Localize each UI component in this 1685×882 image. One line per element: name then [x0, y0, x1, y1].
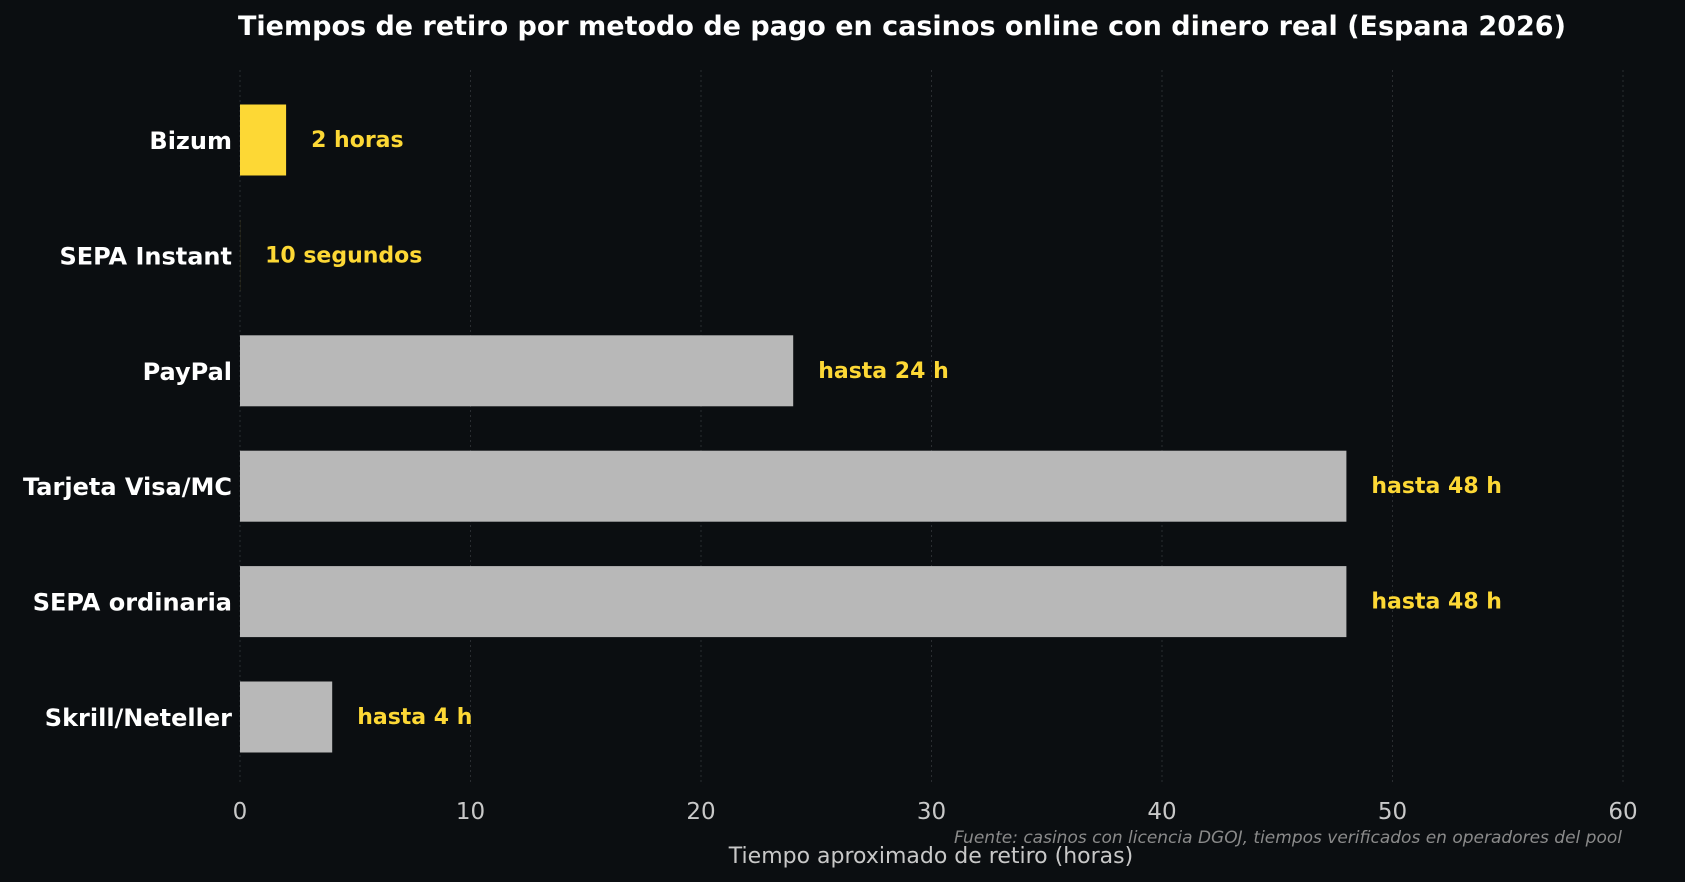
x-tick-label-40: 40 [1147, 799, 1176, 825]
grid-lines [239, 70, 1624, 782]
bar-4 [240, 566, 1347, 638]
bar-0 [240, 104, 287, 176]
bar-5 [240, 681, 333, 753]
category-label-0: Bizum [149, 127, 232, 155]
bar-value-label-4: hasta 48 h [1371, 590, 1502, 615]
x-tick-label-10: 10 [456, 799, 485, 825]
x-tick-labels: 0 10 20 30 40 50 60 [233, 799, 1638, 825]
x-tick-label-20: 20 [686, 799, 715, 825]
bar-2 [240, 335, 794, 407]
x-tick-label-50: 50 [1378, 799, 1407, 825]
x-axis-label: Tiempo aproximado de retiro (horas) [728, 844, 1133, 869]
category-label-1: SEPA Instant [59, 242, 232, 270]
bar-value-labels: 2 horas 10 segundos hasta 24 h hasta 48 h ha… [265, 128, 1502, 730]
category-label-4: SEPA ordinaria [33, 589, 232, 617]
x-tick-label-60: 60 [1608, 799, 1637, 825]
bar-value-label-2: hasta 24 h [818, 359, 949, 384]
bar-value-label-1: 10 segundos [265, 243, 422, 268]
bar-value-label-0: 2 horas [311, 128, 404, 153]
x-tick-label-0: 0 [233, 799, 248, 825]
bar-3 [240, 450, 1347, 522]
category-labels: Bizum SEPA Instant PayPal Tarjeta Visa/MC SE… [23, 127, 232, 732]
category-label-5: Skrill/Neteller [45, 704, 232, 732]
bar-value-label-3: hasta 48 h [1371, 474, 1502, 499]
bars [240, 104, 1347, 753]
bar-value-label-5: hasta 4 h [357, 705, 472, 730]
category-label-2: PayPal [143, 358, 232, 386]
category-label-3: Tarjeta Visa/MC [23, 473, 232, 501]
x-tick-label-30: 30 [917, 799, 946, 825]
source-note: Fuente: casinos con licencia DGOJ, tiemp… [954, 828, 1622, 848]
chart-title: Tiempos de retiro por metodo de pago en … [238, 11, 1566, 42]
